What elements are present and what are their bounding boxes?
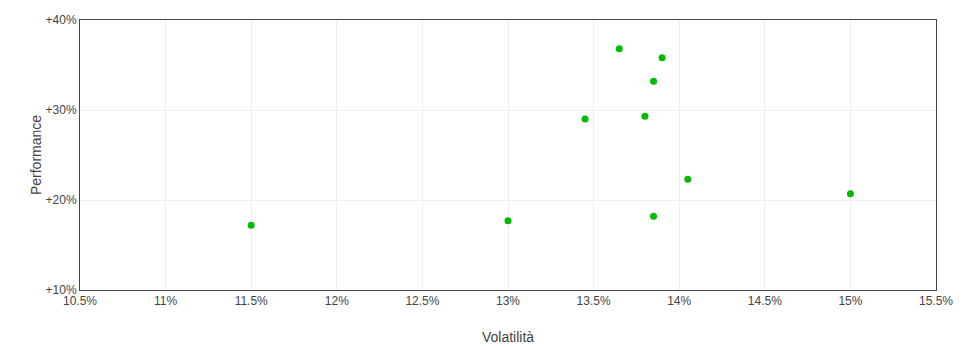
svg-text:11%: 11% <box>154 294 177 308</box>
svg-text:15.5%: 15.5% <box>919 294 953 308</box>
svg-text:10.5%: 10.5% <box>63 294 97 308</box>
svg-text:Volatilità: Volatilità <box>482 329 534 345</box>
svg-text:12%: 12% <box>325 294 349 308</box>
svg-text:+20%: +20% <box>46 193 77 207</box>
svg-text:15%: 15% <box>838 294 862 308</box>
svg-text:13.5%: 13.5% <box>577 294 611 308</box>
svg-text:+40%: +40% <box>46 13 77 27</box>
svg-text:11.5%: 11.5% <box>235 294 268 308</box>
svg-text:14.5%: 14.5% <box>748 294 782 308</box>
svg-text:12.5%: 12.5% <box>405 294 439 308</box>
svg-text:+10%: +10% <box>46 283 77 297</box>
svg-text:14%: 14% <box>667 294 691 308</box>
svg-text:+30%: +30% <box>46 103 77 117</box>
svg-text:13%: 13% <box>496 294 520 308</box>
svg-text:Performance: Performance <box>28 115 44 195</box>
